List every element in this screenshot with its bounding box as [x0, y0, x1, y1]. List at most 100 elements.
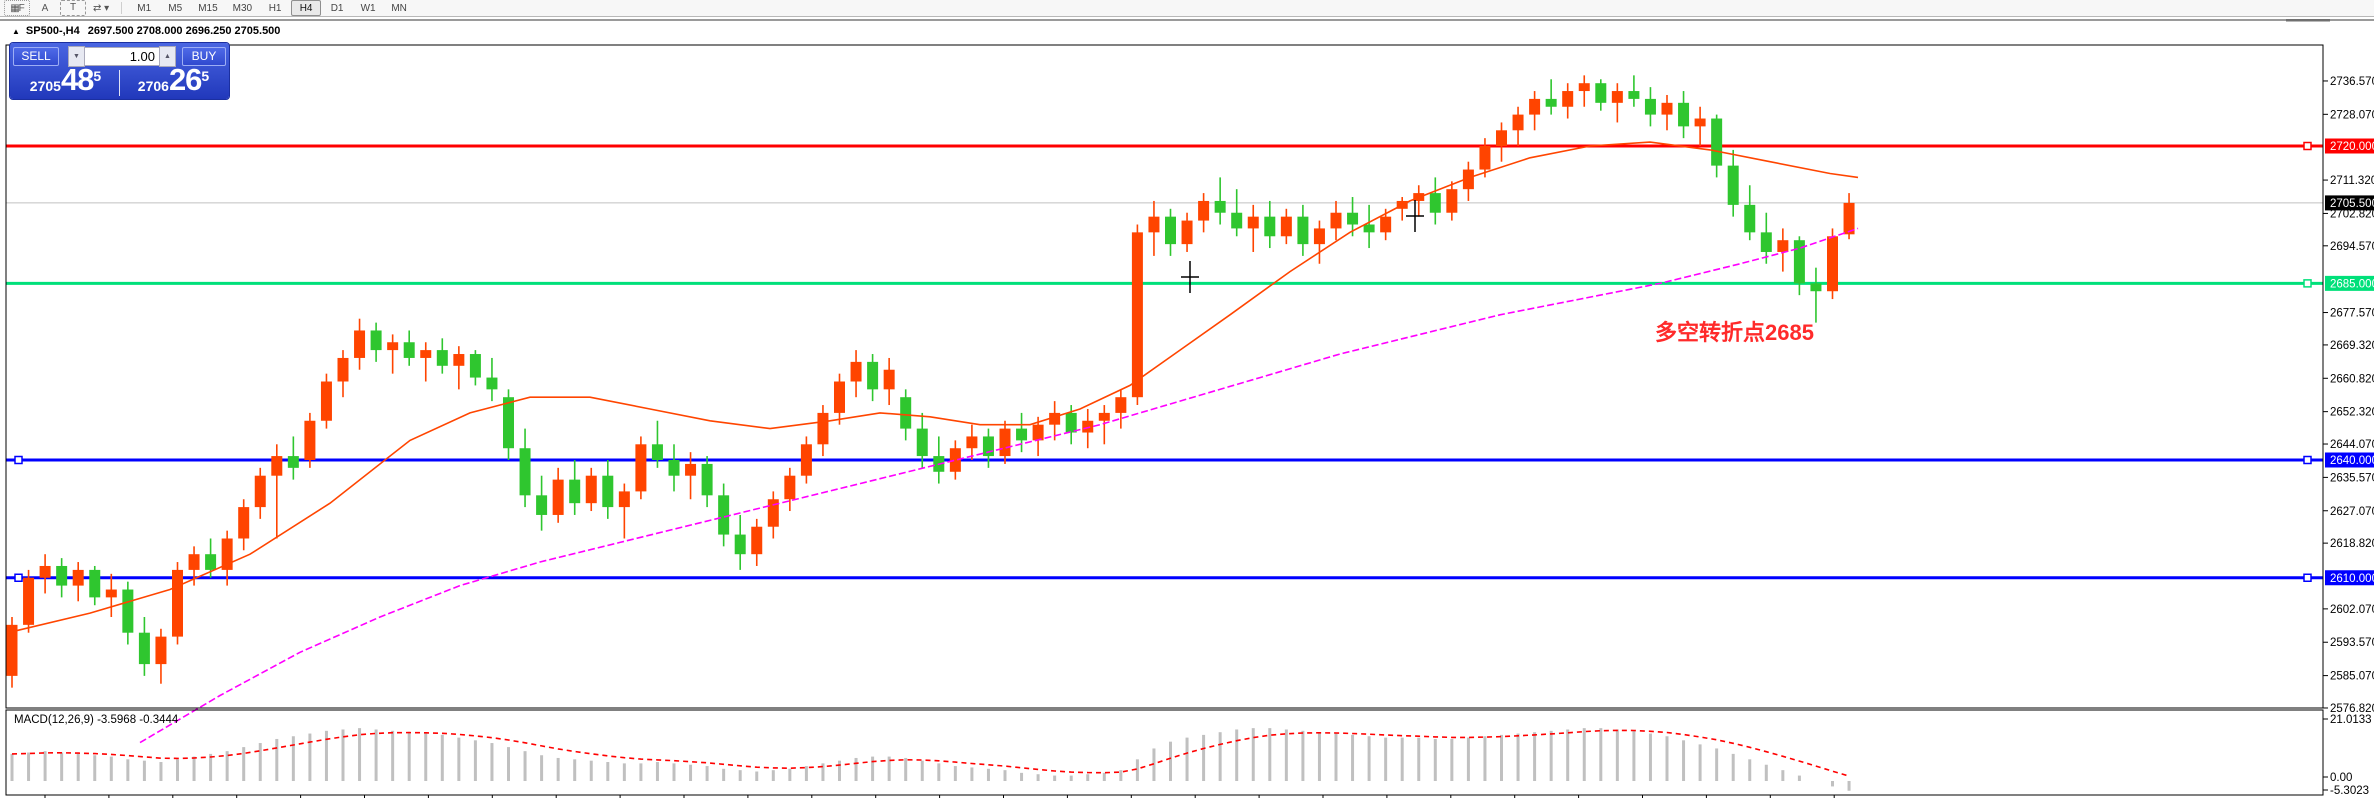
top-toolbar: ▦F A T ⇄ ▾ M1 M5 M15 M30 H1 H4 D1 W1 MN	[0, 0, 2374, 17]
hline-anchor[interactable]	[2303, 279, 2312, 288]
candle	[817, 412, 829, 445]
macd-pane-border	[5, 709, 2324, 796]
macd-label: MACD(12,26,9) -3.5968 -0.3444	[14, 714, 179, 726]
candle	[1446, 189, 1458, 213]
candle	[734, 534, 746, 555]
price-axis-label: 2711.320	[2330, 175, 2374, 187]
collapse-expander-icon[interactable]: ▲	[12, 27, 20, 36]
candle	[685, 463, 697, 476]
candle	[105, 589, 117, 598]
timeframe-button-m30[interactable]: M30	[232, 2, 253, 14]
indicators-grid-icon[interactable]: ▦F	[4, 0, 30, 16]
candle	[486, 377, 498, 390]
candle	[1049, 412, 1061, 425]
candle	[1380, 216, 1392, 233]
candle	[867, 361, 879, 390]
candle	[668, 460, 680, 476]
macd-axis-label: 0.00	[2330, 772, 2352, 784]
candle	[1711, 118, 1723, 166]
text-tool-icon[interactable]: T	[60, 0, 86, 16]
candle	[1247, 216, 1259, 229]
hline-anchor[interactable]	[14, 573, 23, 582]
candle	[403, 342, 415, 358]
candle	[602, 475, 614, 508]
price-axis-label: 2635.570	[2330, 472, 2374, 484]
hline-anchor[interactable]	[14, 455, 23, 465]
candle	[1313, 228, 1325, 245]
symbol-name: SP500-,H4	[25, 25, 80, 37]
price-axis-label: 2702.820	[2330, 208, 2374, 220]
candle	[800, 444, 812, 476]
candle	[618, 491, 630, 508]
timeframe-button-m1[interactable]: M1	[137, 2, 152, 14]
candle	[287, 456, 299, 468]
volume-decrease-button[interactable]: ▼	[68, 45, 85, 67]
hline-anchor[interactable]	[2303, 455, 2312, 465]
sell-button[interactable]: SELL	[13, 46, 59, 66]
candle	[436, 350, 448, 366]
candle	[6, 624, 18, 676]
candle	[420, 350, 432, 358]
arrow-tool-icon[interactable]: A	[41, 2, 49, 14]
price-axis-label: 2669.320	[2330, 340, 2374, 352]
scrollbar-thumb[interactable]	[2286, 19, 2330, 22]
candle	[999, 428, 1011, 457]
price-axis-label: 2694.570	[2330, 241, 2374, 253]
candle	[900, 397, 912, 429]
cross-marker[interactable]	[1406, 200, 1424, 232]
candle	[850, 361, 862, 382]
candle	[354, 330, 366, 358]
bid-axis-label: 2705.500	[2330, 198, 2374, 210]
candle	[1016, 428, 1028, 441]
hline-axis-label-bg	[2325, 275, 2374, 291]
sell-price[interactable]: 2705 48 5	[12, 64, 119, 97]
candle	[916, 428, 928, 457]
candle	[1148, 216, 1160, 233]
candle	[221, 538, 233, 570]
candle	[718, 495, 730, 535]
candle	[1479, 146, 1491, 170]
cross-marker[interactable]	[1181, 261, 1199, 293]
candle	[1578, 83, 1590, 92]
window-top-border	[0, 19, 2374, 21]
volume-increase-button[interactable]: ▲	[159, 45, 176, 67]
hline-anchor[interactable]	[2303, 573, 2312, 582]
cycle-arrows-icon[interactable]: ⇄ ▾	[93, 2, 110, 14]
candle	[238, 507, 250, 539]
timeframe-button-mn[interactable]: MN	[391, 2, 407, 14]
price-axis-label: 2652.320	[2330, 407, 2374, 419]
candle	[1611, 91, 1623, 103]
candle	[23, 577, 35, 625]
symbol-header: ▲ SP500-,H4 2697.500 2708.000 2696.250 270…	[12, 25, 280, 37]
candle	[1115, 397, 1127, 413]
timeframe-button-h4[interactable]: H4	[291, 0, 322, 16]
candle	[1181, 220, 1193, 245]
price-chart[interactable]: 多空转折点2685 2736.570 2728.070 2711.320 2702.82…	[0, 19, 2374, 798]
timeframe-button-m15[interactable]: M15	[198, 2, 218, 14]
candle	[1793, 240, 1805, 284]
candle	[188, 554, 200, 570]
timeframe-button-m5[interactable]: M5	[168, 2, 183, 14]
ma-slow-line	[139, 227, 1859, 744]
candle	[1810, 283, 1822, 292]
timeframe-button-w1[interactable]: W1	[360, 2, 376, 14]
candle	[271, 456, 283, 476]
candle	[56, 565, 68, 586]
price-axis-label: 2736.570	[2330, 76, 2374, 88]
candle	[320, 381, 332, 421]
chart-annotation-text[interactable]: 多空转折点2685	[1655, 320, 1814, 345]
candle	[1165, 216, 1176, 245]
hline-axis-label-bg	[2325, 452, 2374, 468]
buy-price[interactable]: 2706 26 5	[120, 64, 227, 97]
candle	[1496, 130, 1507, 146]
timeframe-button-h1[interactable]: H1	[268, 2, 282, 14]
candle	[387, 342, 399, 351]
candle	[1512, 114, 1524, 131]
hline-anchor[interactable]	[2303, 141, 2312, 151]
buy-button[interactable]: BUY	[182, 46, 226, 66]
volume-input[interactable]	[85, 46, 159, 66]
price-axis-label: 2677.570	[2330, 308, 2374, 320]
timeframe-button-d1[interactable]: D1	[330, 2, 344, 14]
candle	[784, 475, 796, 500]
